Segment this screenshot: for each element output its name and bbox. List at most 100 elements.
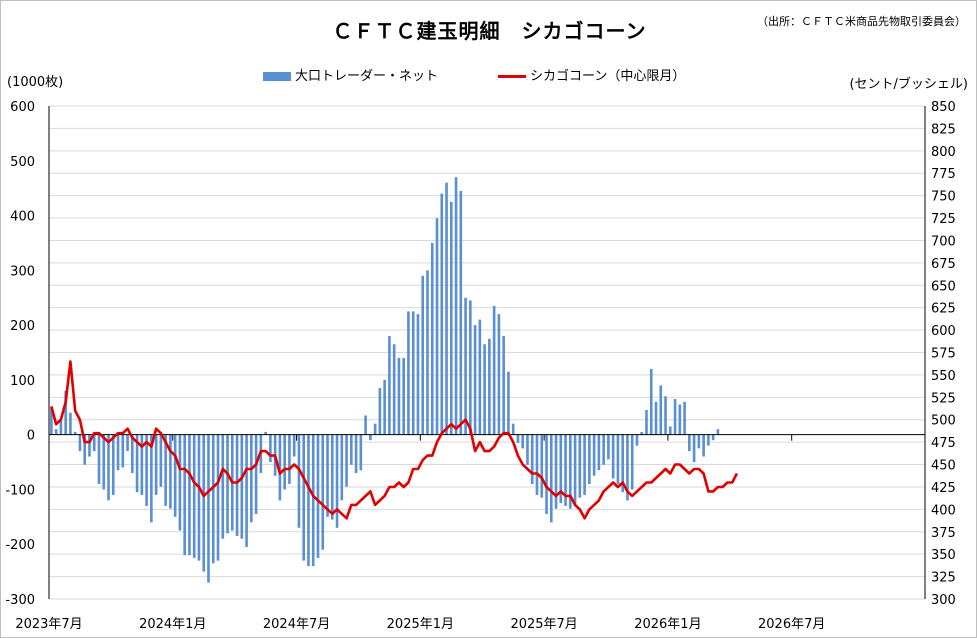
bar: [297, 434, 301, 528]
bar: [50, 407, 53, 435]
legend-bar-swatch: [263, 72, 291, 81]
right-tick-label: 800: [931, 145, 956, 160]
bar: [154, 434, 158, 495]
bar: [497, 314, 501, 435]
bar: [573, 434, 577, 506]
bar: [92, 434, 96, 452]
right-tick-label: 450: [931, 459, 956, 474]
bar: [207, 434, 210, 583]
bar: [716, 429, 720, 435]
bar: [73, 431, 77, 435]
bar: [511, 423, 515, 435]
right-tick-label: 700: [931, 234, 956, 249]
bar: [197, 434, 201, 561]
bar: [692, 434, 696, 463]
bar: [449, 201, 453, 435]
bar: [554, 434, 558, 509]
bar: [549, 434, 553, 523]
right-tick-label: 550: [931, 369, 956, 384]
bar: [345, 434, 348, 487]
right-tick-label: 675: [931, 257, 956, 272]
bar: [307, 434, 310, 567]
legend-label-line: シカゴコーン（中心限月）: [530, 69, 686, 84]
left-tick-label: 400: [10, 210, 35, 225]
bar: [164, 434, 167, 506]
right-tick-label: 525: [931, 391, 956, 406]
bar: [140, 434, 144, 495]
bar: [483, 344, 486, 435]
bar: [311, 434, 315, 567]
bar: [583, 434, 586, 495]
bar: [645, 410, 648, 435]
right-tick-label: 775: [931, 167, 956, 182]
bar: [597, 434, 601, 471]
bar: [435, 218, 439, 435]
bar: [226, 434, 229, 534]
bar: [678, 404, 682, 435]
bar: [64, 390, 67, 435]
bar: [578, 434, 582, 498]
bar: [121, 434, 125, 468]
bar: [378, 388, 382, 435]
right-tick-label: 300: [931, 593, 956, 608]
bar: [649, 368, 653, 435]
left-tick-label: 0: [27, 429, 35, 444]
bar: [150, 434, 153, 523]
bar: [607, 434, 610, 460]
price-line: [50, 360, 739, 520]
bar: [502, 336, 505, 435]
bar: [250, 434, 253, 523]
right-tick-label: 750: [931, 190, 956, 205]
bar: [668, 426, 672, 435]
bar: [592, 434, 596, 476]
bar: [335, 434, 339, 528]
x-tick-label: 2025年7月: [510, 617, 577, 632]
x-tick-label: 2024年7月: [263, 617, 330, 632]
left-tick-label: 300: [10, 264, 35, 279]
bar: [131, 434, 134, 474]
bar: [97, 434, 101, 484]
bar: [264, 431, 267, 435]
bar: [269, 434, 272, 463]
bar: [135, 434, 139, 493]
bar: [392, 344, 396, 435]
bar: [697, 434, 701, 449]
bar: [292, 434, 296, 457]
bar: [535, 434, 539, 495]
bar: [202, 434, 206, 572]
bar: [373, 423, 377, 435]
right-axis-label: (セント/ブッシェル): [849, 77, 968, 92]
bar: [78, 434, 82, 452]
bar: [459, 190, 463, 435]
bar: [478, 319, 482, 435]
bar: [316, 434, 320, 558]
bar: [564, 434, 567, 506]
bar: [440, 193, 444, 435]
bar: [545, 434, 548, 515]
bar: [397, 357, 401, 435]
bar: [430, 242, 434, 435]
bar: [326, 434, 329, 517]
bar: [707, 434, 710, 446]
bar: [616, 434, 620, 484]
bar: [488, 338, 491, 435]
bar: [611, 434, 615, 479]
bar: [621, 434, 624, 493]
bar: [183, 434, 186, 556]
bar: [464, 297, 467, 435]
bar: [454, 177, 458, 435]
right-tick-label: 650: [931, 279, 956, 294]
right-tick-label: 575: [931, 347, 956, 362]
bar: [530, 434, 534, 484]
bar: [216, 434, 220, 561]
bar: [369, 434, 372, 441]
left-tick-label: -100: [5, 483, 35, 498]
bar: [211, 434, 215, 564]
bar: [402, 357, 405, 435]
bar: [426, 270, 429, 435]
bar: [388, 336, 391, 435]
bar: [340, 434, 344, 501]
bar: [421, 275, 425, 435]
bar: [654, 401, 658, 435]
